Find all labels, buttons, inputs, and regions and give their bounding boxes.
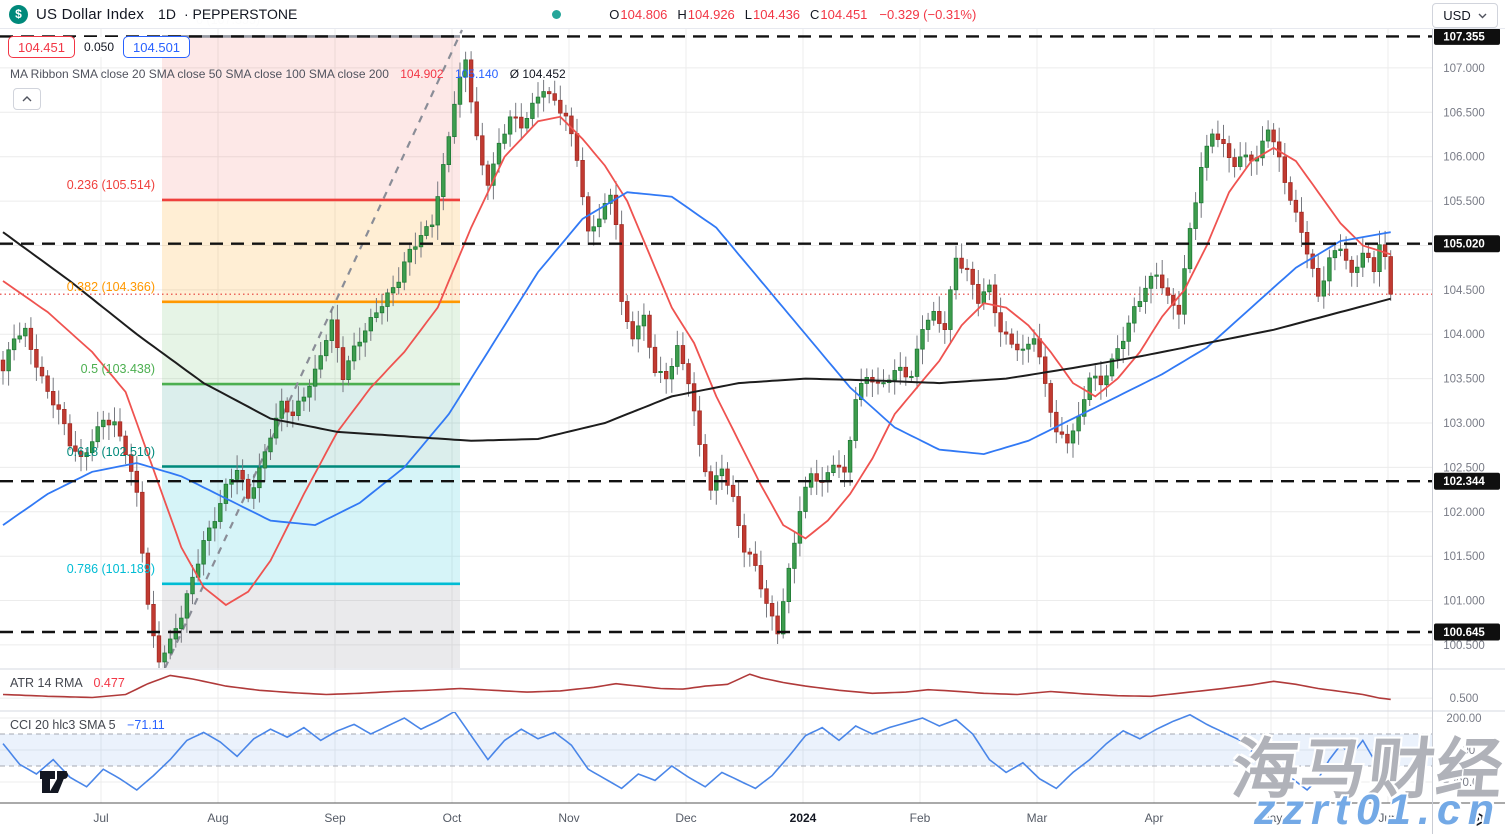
atr-value: 0.477 bbox=[93, 676, 125, 690]
symbol-logo-icon: $ bbox=[9, 4, 28, 24]
price-tick-label: 103.000 bbox=[1443, 418, 1485, 430]
interval-button[interactable]: 1D bbox=[158, 6, 176, 22]
fib-level-label: 0.382 (104.366) bbox=[66, 279, 155, 294]
ma-ribbon-sma20-value: 104.902 bbox=[400, 67, 444, 81]
time-axis-label: Aug bbox=[207, 811, 228, 825]
ma-ribbon-average-value: Ø 104.452 bbox=[509, 67, 566, 81]
price-tick-label: 101.000 bbox=[1443, 596, 1485, 608]
price-tick-label: 103.500 bbox=[1443, 374, 1485, 386]
ohlc-close: C104.451 bbox=[810, 6, 868, 22]
cci-tick-label: 200.00 bbox=[1446, 713, 1481, 725]
candles[interactable] bbox=[0, 51, 1393, 677]
cci-label-text: CCI 20 hlc3 SMA 5 bbox=[10, 718, 116, 732]
fib-retracement[interactable] bbox=[162, 35, 460, 668]
time-axis-labels: Jul Aug Sep Oct Nov Dec 2024 Feb Mar Apr May Jun bbox=[93, 811, 1397, 825]
chevron-down-icon bbox=[1478, 13, 1487, 18]
marked-price-label: 100.645 bbox=[1443, 627, 1485, 639]
price-tick-label: 104.000 bbox=[1443, 329, 1485, 341]
price-axis-labels: 107.000 106.500 106.000 105.500 104.500 104.0… bbox=[1434, 28, 1500, 789]
cci-plot[interactable] bbox=[0, 712, 1432, 792]
atr-label-text: ATR 14 RMA bbox=[10, 676, 83, 690]
price-axis[interactable] bbox=[1432, 28, 1505, 803]
price-tick-label: 101.500 bbox=[1443, 551, 1485, 563]
time-axis-label: 2024 bbox=[790, 811, 817, 825]
fib-level-label: 0.236 (105.514) bbox=[66, 177, 155, 192]
marked-price-label: 102.344 bbox=[1443, 476, 1485, 488]
trend-line[interactable] bbox=[164, 29, 463, 668]
chevron-up-icon bbox=[22, 96, 32, 102]
change-readout: −0.329 (−0.31%) bbox=[879, 6, 977, 22]
chart-header: $ US Dollar Index 1D · PEPPERSTONE O104.… bbox=[0, 0, 1505, 29]
price-tick-label: 105.500 bbox=[1443, 196, 1485, 208]
trade-panel: 104.451 0.050 104.501 bbox=[8, 36, 191, 58]
cci-tick-label: 0.00 bbox=[1453, 745, 1475, 757]
atr-tick-label: 0.500 bbox=[1450, 693, 1479, 705]
atr-plot[interactable] bbox=[2, 673, 1391, 701]
cci-value: −71.11 bbox=[127, 718, 165, 732]
ohlc-readout: O104.806 H104.926 L104.436 C104.451 −0.3… bbox=[609, 7, 976, 22]
time-axis-label: Mar bbox=[1027, 811, 1048, 825]
price-tick-label: 107.000 bbox=[1443, 63, 1485, 75]
ma-ribbon-legend[interactable]: MA Ribbon SMA close 20 SMA close 50 SMA … bbox=[10, 67, 566, 81]
market-status-icon bbox=[552, 9, 562, 19]
ohlc-open: O104.806 bbox=[609, 6, 668, 22]
currency-label: USD bbox=[1443, 8, 1471, 23]
cci-tick-label: −200.00 bbox=[1443, 777, 1485, 789]
spread-value: 0.050 bbox=[75, 37, 124, 57]
pane-separators[interactable] bbox=[0, 28, 1505, 834]
time-axis-label: Oct bbox=[443, 811, 462, 825]
time-axis-label: Dec bbox=[675, 811, 696, 825]
time-axis-label: Feb bbox=[910, 811, 931, 825]
tradingview-logo[interactable] bbox=[40, 771, 74, 793]
time-axis-label: Sep bbox=[324, 811, 346, 825]
currency-dropdown[interactable]: USD bbox=[1432, 3, 1498, 28]
exchange-label: · PEPPERSTONE bbox=[183, 6, 298, 22]
legend-collapse-button[interactable] bbox=[13, 88, 41, 110]
gear-icon[interactable] bbox=[1468, 811, 1486, 829]
price-chart[interactable]: 107.000 106.500 106.000 105.500 104.500 104.0… bbox=[0, 28, 1505, 834]
time-axis-label: Jul bbox=[93, 811, 108, 825]
time-axis[interactable] bbox=[0, 803, 1432, 834]
fib-level-label: 0.5 (103.438) bbox=[80, 362, 155, 377]
time-axis-label: May bbox=[1260, 811, 1283, 825]
buy-button[interactable]: 104.501 bbox=[123, 36, 191, 58]
fib-level-label: 0.786 (101.189) bbox=[66, 561, 155, 576]
time-axis-label: Jun bbox=[1378, 811, 1397, 825]
cci-legend[interactable]: CCI 20 hlc3 SMA 5 −71.11 bbox=[10, 718, 165, 732]
ma-lines bbox=[2, 115, 1391, 607]
ma-ribbon-label: MA Ribbon SMA close 20 SMA close 50 SMA … bbox=[10, 67, 389, 81]
atr-legend[interactable]: ATR 14 RMA 0.477 bbox=[10, 676, 125, 690]
ohlc-low: L104.436 bbox=[744, 6, 801, 22]
price-tick-label: 104.500 bbox=[1443, 285, 1485, 297]
fib-level-label: 0.618 (102.510) bbox=[66, 444, 155, 459]
price-tick-label: 100.500 bbox=[1443, 640, 1485, 652]
grid bbox=[0, 28, 1432, 803]
price-levels[interactable] bbox=[0, 35, 1432, 634]
marked-price-label: 107.355 bbox=[1443, 31, 1485, 43]
ma-ribbon-sma50-value: 105.140 bbox=[454, 67, 499, 81]
time-axis-label: Nov bbox=[558, 811, 579, 825]
price-tick-label: 106.000 bbox=[1443, 152, 1485, 164]
sell-button[interactable]: 104.451 bbox=[8, 36, 75, 58]
price-tick-label: 106.500 bbox=[1443, 107, 1485, 119]
time-axis-label: Apr bbox=[1145, 811, 1164, 825]
price-tick-label: 102.000 bbox=[1443, 507, 1485, 519]
ohlc-high: H104.926 bbox=[677, 6, 735, 22]
symbol-title[interactable]: US Dollar Index bbox=[36, 5, 145, 23]
marked-price-label: 105.020 bbox=[1443, 239, 1485, 251]
price-tick-label: 102.500 bbox=[1443, 462, 1485, 474]
